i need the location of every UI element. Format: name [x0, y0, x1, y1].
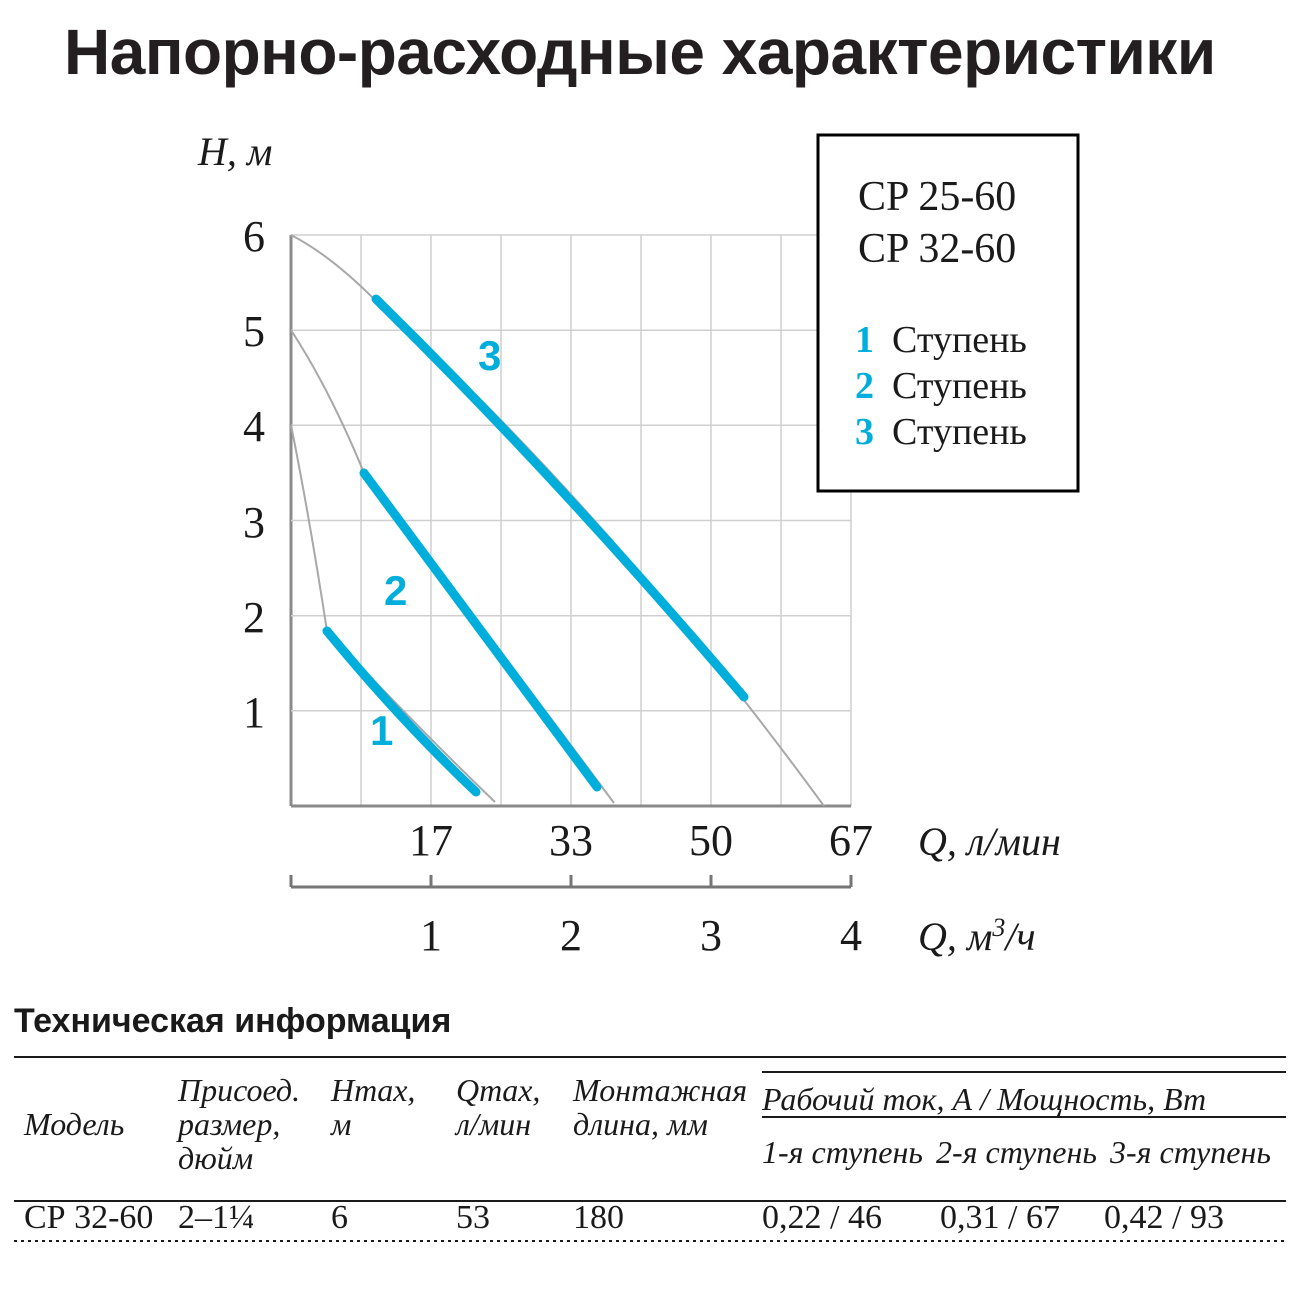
- svg-text:3-я ступень: 3-я ступень: [1109, 1134, 1271, 1170]
- svg-text:0,22 / 46: 0,22 / 46: [762, 1199, 882, 1236]
- svg-text:длина, мм: длина, мм: [573, 1106, 708, 1142]
- svg-text:2-я ступень: 2-я ступень: [936, 1134, 1097, 1170]
- svg-text:Qmax,: Qmax,: [456, 1072, 540, 1108]
- svg-text:м: м: [330, 1106, 351, 1142]
- svg-text:Рабочий ток, А / Мощность, Вт: Рабочий ток, А / Мощность, Вт: [761, 1081, 1206, 1117]
- svg-text:Монтажная: Монтажная: [572, 1072, 747, 1108]
- svg-text:6: 6: [331, 1199, 348, 1236]
- svg-text:1-я ступень: 1-я ступень: [762, 1134, 923, 1170]
- svg-text:180: 180: [573, 1199, 624, 1236]
- svg-text:л/мин: л/мин: [454, 1106, 531, 1142]
- svg-text:Модель: Модель: [23, 1106, 124, 1142]
- svg-text:Hmax,: Hmax,: [330, 1072, 415, 1108]
- svg-text:Присоед.: Присоед.: [177, 1072, 300, 1108]
- svg-text:2–1¼: 2–1¼: [178, 1199, 255, 1236]
- svg-text:0,42 / 93: 0,42 / 93: [1104, 1199, 1224, 1236]
- svg-text:53: 53: [456, 1199, 490, 1236]
- svg-text:0,31 / 67: 0,31 / 67: [940, 1199, 1060, 1236]
- svg-text:СР 32-60: СР 32-60: [24, 1199, 153, 1236]
- svg-text:размер,: размер,: [176, 1106, 280, 1142]
- svg-text:дюйм: дюйм: [178, 1140, 253, 1176]
